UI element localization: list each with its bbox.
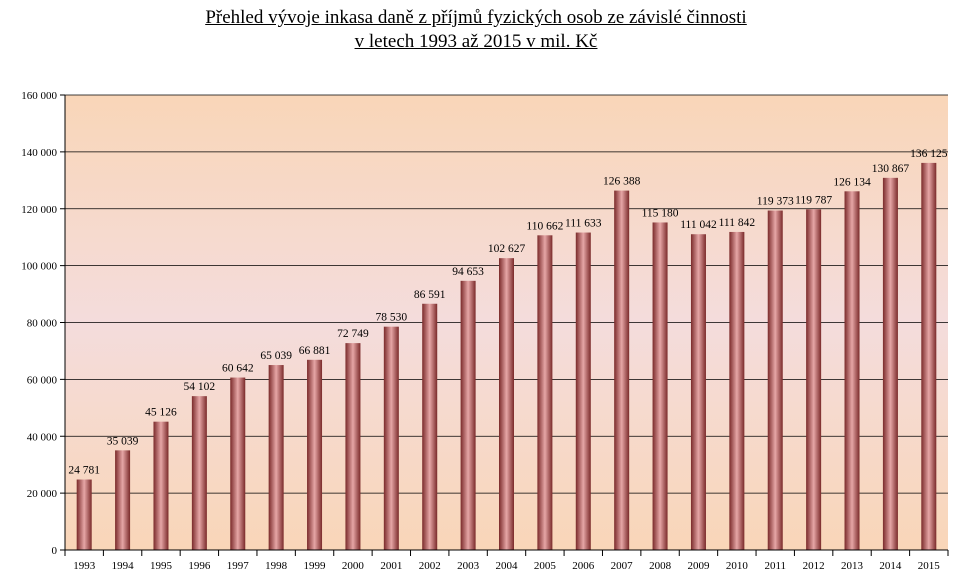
bar-1993 bbox=[76, 479, 92, 550]
chart-title-line-2: v letech 1993 až 2015 v mil. Kč bbox=[354, 31, 598, 52]
y-tick-label: 0 bbox=[52, 545, 58, 557]
bar-2009 bbox=[690, 234, 706, 551]
x-tick-label-1997: 1997 bbox=[227, 560, 250, 572]
chart-title: Přehled vývoje inkasa daně z příjmů fyzi… bbox=[0, 6, 952, 54]
x-tick-label-2007: 2007 bbox=[611, 560, 634, 572]
y-tick-label: 160 000 bbox=[21, 90, 57, 102]
x-tick-label-2008: 2008 bbox=[649, 560, 672, 572]
bar-1995 bbox=[153, 421, 169, 550]
x-tick-label-2004: 2004 bbox=[496, 560, 519, 572]
chart-title-line-1: Přehled vývoje inkasa daně z příjmů fyzi… bbox=[205, 7, 747, 28]
x-tick-label-1999: 1999 bbox=[304, 560, 327, 572]
x-tick-label-2006: 2006 bbox=[572, 560, 595, 572]
data-label-2000: 72 749 bbox=[337, 328, 369, 340]
x-tick-label-2005: 2005 bbox=[534, 560, 557, 572]
y-tick-label: 140 000 bbox=[21, 147, 57, 159]
y-tick-label: 80 000 bbox=[27, 318, 58, 330]
data-label-2002: 86 591 bbox=[414, 289, 446, 301]
x-tick-label-1994: 1994 bbox=[112, 560, 135, 572]
x-tick-label-1998: 1998 bbox=[265, 560, 288, 572]
bar-2014 bbox=[882, 177, 898, 550]
x-tick-label-2013: 2013 bbox=[841, 560, 864, 572]
data-label-2005: 110 662 bbox=[526, 220, 563, 232]
data-label-1997: 60 642 bbox=[222, 363, 254, 375]
bar-1997 bbox=[230, 377, 246, 550]
data-label-1994: 35 039 bbox=[107, 435, 139, 447]
bar-2002 bbox=[422, 303, 438, 550]
x-tick-label-2003: 2003 bbox=[457, 560, 480, 572]
bar-2015 bbox=[921, 162, 937, 550]
data-label-2008: 115 180 bbox=[642, 207, 679, 219]
data-label-2009: 111 042 bbox=[680, 219, 717, 231]
data-label-1998: 65 039 bbox=[260, 350, 292, 362]
x-tick-label-2000: 2000 bbox=[342, 560, 365, 572]
data-label-2011: 119 373 bbox=[757, 196, 794, 208]
x-tick-label-2009: 2009 bbox=[687, 560, 710, 572]
data-label-2013: 126 134 bbox=[833, 176, 871, 188]
y-tick-label: 20 000 bbox=[27, 488, 58, 500]
bar-1996 bbox=[191, 396, 207, 550]
bar-1994 bbox=[115, 450, 131, 550]
bar-2011 bbox=[767, 210, 783, 551]
x-tick-label-2014: 2014 bbox=[879, 560, 902, 572]
axes: 0 20 000 40 000 60 000 80 000 100 000 120 000 1… bbox=[21, 90, 949, 572]
x-tick-label-2002: 2002 bbox=[419, 560, 441, 572]
data-label-2006: 111 633 bbox=[565, 218, 602, 230]
bar-2001 bbox=[383, 326, 399, 550]
bar-2003 bbox=[460, 280, 476, 550]
bar-2004 bbox=[499, 258, 514, 550]
bars bbox=[76, 162, 937, 551]
bar-2007 bbox=[614, 190, 630, 551]
data-label-1996: 54 102 bbox=[184, 381, 216, 393]
x-tick-label-1996: 1996 bbox=[188, 560, 211, 572]
x-tick-label-2011: 2011 bbox=[764, 560, 786, 572]
x-tick-label-1995: 1995 bbox=[150, 560, 173, 572]
data-label-1995: 45 126 bbox=[145, 407, 177, 419]
data-label-2007: 126 388 bbox=[603, 176, 641, 188]
y-tick-label: 60 000 bbox=[27, 374, 58, 386]
data-label-1993: 24 781 bbox=[68, 465, 100, 477]
y-tick-label: 100 000 bbox=[21, 261, 57, 273]
bar-2012 bbox=[806, 209, 822, 550]
data-labels: 24 781 35 039 45 126 54 102 60 642 65 039 66 8… bbox=[68, 148, 947, 477]
data-label-1999: 66 881 bbox=[299, 345, 331, 357]
x-tick-label-2015: 2015 bbox=[918, 560, 941, 572]
bar-2005 bbox=[537, 235, 553, 550]
data-label-2015: 136 125 bbox=[910, 148, 948, 160]
bar-1999 bbox=[307, 359, 323, 550]
data-label-2001: 78 530 bbox=[376, 312, 408, 324]
y-tick-label: 120 000 bbox=[21, 204, 57, 216]
data-label-2003: 94 653 bbox=[452, 266, 484, 278]
x-tick-label-2001: 2001 bbox=[380, 560, 402, 572]
bar-2010 bbox=[729, 231, 745, 550]
bar-2000 bbox=[345, 343, 361, 550]
x-tick-label-2010: 2010 bbox=[726, 560, 749, 572]
x-tick-label-2012: 2012 bbox=[803, 560, 825, 572]
data-label-2010: 111 842 bbox=[719, 217, 756, 229]
data-label-2012: 119 787 bbox=[795, 194, 832, 206]
data-label-2014: 130 867 bbox=[872, 163, 910, 175]
bar-2013 bbox=[844, 191, 860, 550]
bar-1998 bbox=[268, 365, 284, 550]
bar-2008 bbox=[652, 222, 668, 550]
bar-2006 bbox=[575, 232, 591, 551]
y-tick-label: 40 000 bbox=[27, 431, 58, 443]
data-label-2004: 102 627 bbox=[488, 243, 526, 255]
x-tick-label-1993: 1993 bbox=[73, 560, 96, 572]
